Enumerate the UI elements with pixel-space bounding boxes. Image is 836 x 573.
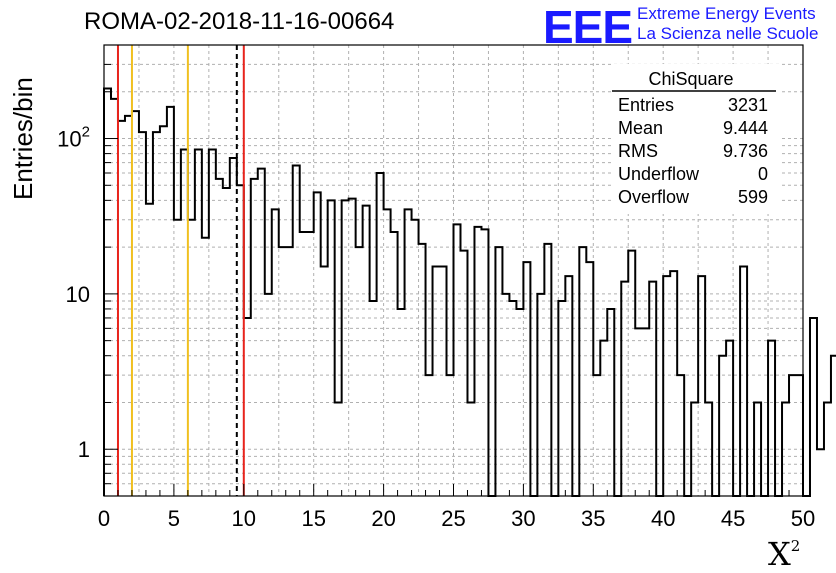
x-tick-label: 0 (98, 506, 110, 531)
histogram-title: ROMA-02-2018-11-16-00664 (84, 8, 395, 35)
logo-caption-line2: La Scienza nelle Scuole (637, 24, 819, 43)
stats-row-label: Underflow (618, 164, 700, 184)
y-tick-label: 102 (57, 124, 90, 152)
stats-box-title: ChiSquare (648, 69, 733, 89)
x-tick-label: 30 (511, 506, 535, 531)
histogram-series (103, 87, 836, 497)
y-tick-label: 10 (66, 282, 90, 307)
stats-row-value: 599 (738, 187, 768, 207)
stats-row-label: Entries (618, 95, 674, 115)
stats-row-value: 3231 (728, 95, 768, 115)
stats-row-value: 9.736 (723, 141, 768, 161)
x-axis-label-base: X (768, 535, 791, 573)
x-tick-label: 15 (301, 506, 325, 531)
stats-row-label: Mean (618, 118, 663, 138)
x-tick-label: 50 (791, 506, 815, 531)
x-tick-label: 5 (168, 506, 180, 531)
x-tick-label: 45 (721, 506, 745, 531)
stats-row-label: Overflow (618, 187, 690, 207)
x-tick-label: 10 (232, 506, 256, 531)
eee-logo: EEE (543, 1, 633, 53)
x-tick-label: 20 (371, 506, 395, 531)
x-tick-label: 35 (581, 506, 605, 531)
x-axis-label: X2 (768, 535, 800, 573)
logo-caption-line1: Extreme Energy Events (637, 4, 816, 23)
x-axis-label-sup: 2 (790, 537, 801, 555)
x-tick-label: 40 (651, 506, 675, 531)
y-tick-label: 1 (78, 437, 90, 462)
stats-row-value: 9.444 (723, 118, 768, 138)
stats-row-value: 0 (758, 164, 768, 184)
stats-box-bg (612, 64, 780, 214)
stats-row-label: RMS (618, 141, 658, 161)
x-tick-label: 25 (441, 506, 465, 531)
